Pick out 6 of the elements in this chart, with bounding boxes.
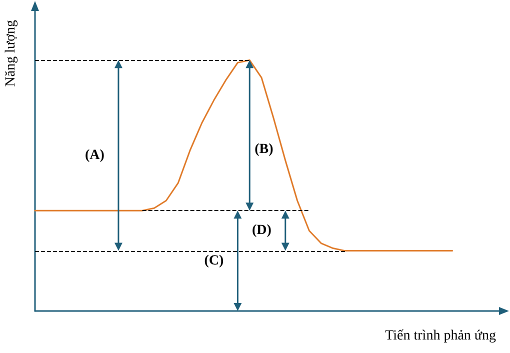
annotation: (A): [85, 148, 105, 163]
y-axis-title: Năng lượng: [4, 20, 18, 87]
annotation: (D): [252, 223, 272, 238]
annotation: (B): [254, 142, 274, 157]
annotation: (C): [204, 253, 224, 268]
x-axis-title: Tiến trình phản ứng: [385, 328, 496, 344]
